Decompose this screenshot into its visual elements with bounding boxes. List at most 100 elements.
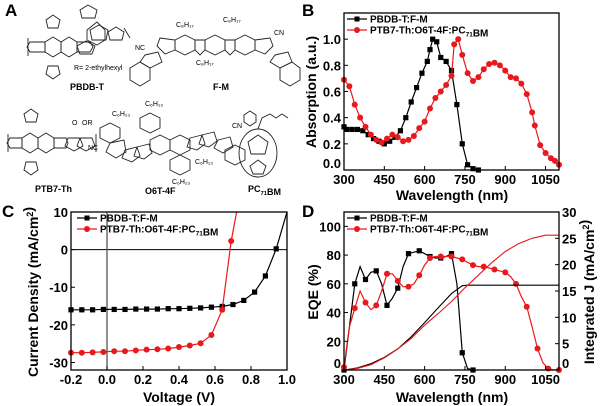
y-tick-label: -30 <box>49 355 68 370</box>
data-point-circle <box>176 344 182 351</box>
svg-text:C₆H₁₃: C₆H₁₃ <box>195 159 213 166</box>
x-tick-label: 900 <box>494 372 516 387</box>
data-point-square <box>434 39 440 45</box>
series-line-3 <box>344 234 559 370</box>
data-point-circle <box>78 349 85 356</box>
data-point-square <box>454 101 460 108</box>
legend-label: PBDB-T:F-M <box>370 15 428 26</box>
data-point-circle <box>132 347 139 354</box>
legend-marker-square <box>354 16 360 22</box>
data-point-circle <box>491 59 498 66</box>
data-point-square <box>443 58 449 65</box>
data-point-square <box>403 115 409 121</box>
data-point-circle <box>545 365 552 372</box>
compound-label-pbdb-t: PBDB-T <box>70 82 104 92</box>
data-point-circle <box>448 72 455 79</box>
y-tick-label: 40 <box>327 306 341 321</box>
data-point-square <box>419 70 425 76</box>
data-point-square <box>252 289 258 295</box>
data-point-square <box>100 306 106 313</box>
data-point-square <box>354 126 361 133</box>
data-point-circle <box>459 256 466 263</box>
x-tick-label: 0.2 <box>134 372 152 387</box>
data-point-square <box>427 47 433 53</box>
data-point-circle <box>389 131 396 138</box>
data-point-square <box>344 126 350 133</box>
structure-pbdb-t: R= 2-ethylhexyl <box>26 4 131 80</box>
data-point-circle <box>351 101 358 108</box>
data-point-circle <box>448 253 455 260</box>
data-point-circle <box>384 135 390 142</box>
series-line-1 <box>344 37 559 166</box>
data-point-circle <box>523 303 530 310</box>
svg-text:NC: NC <box>135 45 145 52</box>
y2-tick-label: 5 <box>562 337 569 352</box>
y-tick-label: 0.2 <box>323 137 341 152</box>
jv-chart: -0.2 0.0 0.2 0.4 0.6 0.8 1.0 10 0 -10 -20 -30 PBDB-T… <box>49 205 296 387</box>
compound-label-o6t-4f: O6T-4F <box>145 186 176 196</box>
data-point-circle <box>534 345 541 352</box>
data-point-circle <box>416 272 423 279</box>
y-tick-label: 60 <box>327 277 341 292</box>
data-point-circle <box>228 237 235 244</box>
legend-marker-square <box>84 215 90 221</box>
data-point-square <box>470 166 476 172</box>
data-point-circle <box>427 105 433 112</box>
chemical-structures: R= 2-ethylhexyl PBDB-T C₈H₁₇ C₈H₁₇ C₈H₁₇ N… <box>6 4 301 197</box>
data-point-circle <box>502 67 509 74</box>
structure-o6t-4f: C₆H₁₃ C₆H₁₃ C₆H₁₃ C₆H₁₃ NC CN <box>88 101 246 186</box>
series-line-0 <box>344 250 474 370</box>
data-point-circle <box>421 118 428 125</box>
data-point-square <box>273 246 279 252</box>
y-tick-label: 0.6 <box>323 85 341 100</box>
data-point-circle <box>451 41 458 48</box>
data-point-circle <box>362 299 369 306</box>
x-tick-label: 1.0 <box>278 372 296 387</box>
y-tick-label: 0.4 <box>323 111 342 126</box>
y-tick-label: 0.8 <box>323 58 341 73</box>
y-tick-label: -10 <box>49 280 68 295</box>
plot-frame <box>343 211 560 371</box>
data-point-circle <box>405 283 412 290</box>
svg-text:NC: NC <box>88 145 98 152</box>
data-point-square <box>154 306 160 312</box>
legend-label: PBDB-T:F-M <box>370 214 428 225</box>
svg-text:CN: CN <box>232 123 242 130</box>
x-tick-label: 450 <box>373 172 395 187</box>
data-point-square <box>408 99 414 105</box>
y-tick-label: 0.0 <box>323 156 341 171</box>
x-tick-label: 0.4 <box>170 372 189 387</box>
data-point-circle <box>394 277 401 284</box>
y-tick-label: 0 <box>61 243 68 258</box>
compound-label-ptb7-th: PTB7-Th <box>35 184 72 194</box>
y-tick-label: 10 <box>54 205 68 220</box>
legend-label: PTB7-Th:O6T-4F:PC71BM <box>100 225 218 239</box>
data-point-circle <box>362 123 369 130</box>
svg-text:C₈H₁₇: C₈H₁₇ <box>196 60 214 67</box>
y2-tick-label: 20 <box>562 258 576 273</box>
data-point-circle <box>443 81 450 88</box>
data-point-square <box>373 268 379 274</box>
data-point-square <box>241 297 247 304</box>
eqe-chart: 300 450 600 750 900 1050020406080100051015202… <box>319 205 576 387</box>
y2-tick-label: 0 <box>562 356 569 371</box>
legend-marker-circle <box>84 226 90 232</box>
data-point-circle <box>351 305 358 312</box>
data-point-square <box>465 162 471 168</box>
data-point-square <box>198 305 204 311</box>
series-line-1 <box>344 255 559 370</box>
svg-text:C₈H₁₇: C₈H₁₇ <box>176 22 194 29</box>
data-point-square <box>416 248 422 254</box>
y2-tick-label: 15 <box>562 284 576 299</box>
legend-marker-circle <box>354 27 360 33</box>
chart-c-x-axis-title: Voltage (V) <box>143 389 215 405</box>
y-tick-label: 1.0 <box>323 32 341 47</box>
x-tick-label: 1050 <box>531 372 560 387</box>
data-point-circle <box>513 280 519 287</box>
data-point-circle <box>346 83 353 90</box>
legend-label: PTB7-Th:O6T-4F:PC71BM <box>370 225 488 239</box>
legend-marker-square <box>354 215 360 221</box>
data-point-circle <box>143 346 150 353</box>
series-line-2 <box>344 284 559 370</box>
data-point-square <box>352 281 358 287</box>
